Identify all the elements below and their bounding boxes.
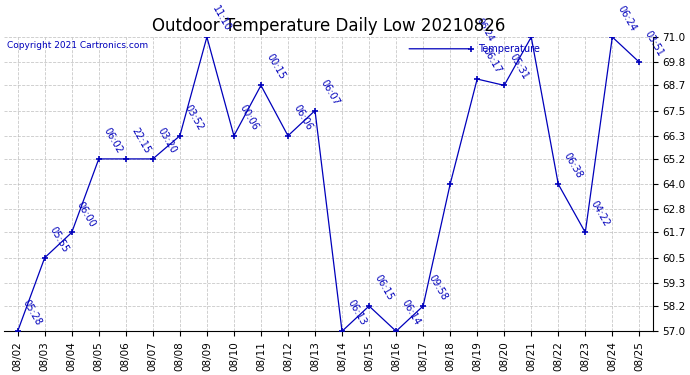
Text: 00:15: 00:15 (264, 53, 287, 82)
Text: 06:06: 06:06 (291, 103, 314, 132)
Text: 03:20: 03:20 (156, 126, 179, 155)
Text: 06:15: 06:15 (373, 273, 395, 302)
Text: 04:22: 04:22 (589, 200, 611, 229)
Text: 06:24: 06:24 (475, 16, 495, 43)
Text: 06:24: 06:24 (615, 4, 638, 33)
Text: 05:31: 05:31 (507, 53, 530, 82)
Text: 05:28: 05:28 (21, 298, 43, 327)
Text: 05:55: 05:55 (48, 225, 70, 254)
Text: 06:13: 06:13 (345, 298, 368, 327)
Text: 11:10: 11:10 (210, 4, 233, 33)
Title: Outdoor Temperature Daily Low 20210826: Outdoor Temperature Daily Low 20210826 (152, 18, 505, 36)
Text: Temperature: Temperature (477, 44, 540, 54)
Text: 22:15: 22:15 (129, 126, 152, 155)
Text: 06:00: 06:00 (75, 200, 97, 229)
Text: 00:06: 00:06 (237, 103, 259, 132)
Text: 06:14: 06:14 (400, 298, 422, 327)
Text: Copyright 2021 Cartronics.com: Copyright 2021 Cartronics.com (8, 41, 148, 50)
Text: 06:17: 06:17 (480, 46, 503, 75)
Text: 03:52: 03:52 (183, 103, 206, 132)
Text: 06:38: 06:38 (562, 152, 584, 180)
Text: 06:07: 06:07 (318, 78, 341, 107)
Text: 06:02: 06:02 (102, 126, 125, 155)
Text: 09:58: 09:58 (426, 273, 449, 302)
Text: 03:51: 03:51 (642, 29, 665, 58)
